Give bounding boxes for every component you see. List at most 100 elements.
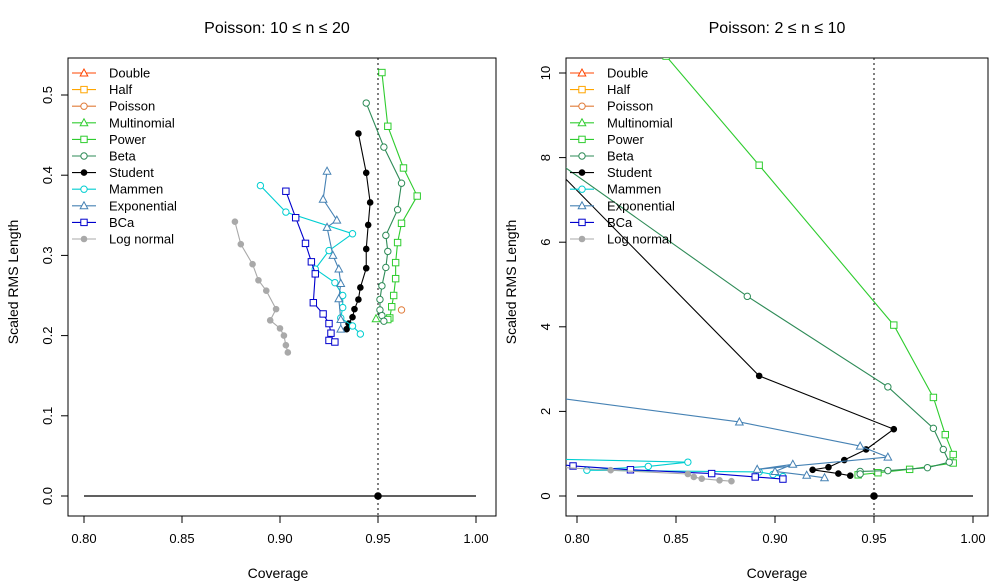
left-legend-label-beta: Beta [109, 149, 137, 164]
right-panel: Poisson: 2 ≤ n ≤ 10 Coverage Scaled RMS … [503, 20, 989, 581]
right-legend-marker-log-normal [578, 235, 586, 243]
right-legend-label-beta: Beta [607, 149, 635, 164]
left-x-tick-label: 0.90 [267, 531, 292, 546]
right-point-student [890, 425, 898, 433]
right-legend-marker-half [578, 85, 586, 94]
left-point-power [389, 291, 398, 300]
left-legend-marker-log-normal [80, 235, 88, 243]
right-legend-marker-exponential [577, 200, 587, 210]
right-point-student [825, 463, 832, 471]
right-point-beta [939, 445, 947, 454]
right-x-tick-label: 0.95 [861, 531, 886, 546]
right-y-tick-label: 4 [538, 323, 553, 330]
left-point-bca [301, 239, 310, 248]
left-legend-marker-exponential [79, 200, 89, 210]
left-plot-frame [67, 57, 497, 517]
left-point-student [362, 264, 370, 272]
left-point-exponential [334, 263, 344, 273]
left-point-exponential [322, 222, 332, 231]
left-legend-label-multinomial: Multinomial [109, 115, 175, 130]
left-point-student [355, 130, 362, 137]
left-point-exponential [334, 293, 344, 303]
right-x-tick-label: 0.80 [564, 531, 589, 546]
left-point-log-normal [231, 218, 239, 226]
left-legend-label-half: Half [109, 82, 133, 97]
left-legend-marker-bca [80, 218, 88, 227]
right-point-log-normal [698, 475, 706, 482]
right-point-beta [884, 383, 892, 391]
left-point-beta [378, 282, 386, 290]
right-point-student [554, 167, 560, 173]
left-point-power [397, 219, 406, 228]
left-legend-marker-poisson [80, 102, 88, 110]
right-series-line-power [667, 58, 954, 476]
left-point-mammen [339, 303, 347, 312]
right-point-log-normal [716, 477, 723, 484]
left-point-beta [382, 263, 390, 272]
left-point-student [362, 245, 370, 253]
right-plot-area [553, 58, 973, 516]
right-point-power [941, 430, 949, 439]
left-legend-marker-double [79, 67, 89, 77]
left-point-bca [325, 319, 333, 328]
right-point-student [846, 472, 854, 479]
left-point-student [362, 169, 370, 177]
left-point-exponential [336, 278, 346, 287]
left-legend-marker-beta [80, 152, 88, 160]
left-point-student [343, 325, 350, 333]
right-legend-label-half: Half [607, 82, 631, 97]
left-point-mammen [348, 322, 357, 330]
left-point-log-normal [282, 341, 290, 349]
left-chart-title: Poisson: 10 ≤ n ≤ 20 [204, 20, 350, 37]
right-y-axis-label: Scaled RMS Length [503, 220, 519, 345]
left-point-beta [397, 179, 406, 187]
left-point-bca [311, 270, 319, 278]
left-x-tick-label: 0.85 [169, 531, 194, 546]
left-point-log-normal [280, 332, 288, 339]
left-legend-marker-mammen [80, 185, 88, 193]
right-legend-label-double: Double [607, 66, 648, 81]
right-point-student [809, 466, 816, 474]
left-point-power [391, 258, 400, 267]
right-legend-label-power: Power [607, 132, 645, 147]
right-legend-label-exponential: Exponential [607, 198, 675, 213]
right-point-exponential [553, 394, 561, 401]
left-point-power [388, 303, 396, 311]
left-panel: Poisson: 10 ≤ n ≤ 20 Coverage Scaled RMS… [5, 20, 497, 581]
right-point-power [929, 393, 938, 402]
left-point-log-normal [262, 287, 270, 294]
right-legend-marker-multinomial [577, 117, 587, 127]
right-point-beta [929, 424, 938, 433]
right-point-exponential [788, 459, 798, 468]
left-point-mammen [348, 230, 357, 238]
left-target-point [374, 492, 382, 500]
left-point-bca [319, 310, 327, 318]
left-plot-area [84, 58, 476, 516]
right-point-power [662, 58, 670, 60]
right-point-exponential [752, 464, 762, 473]
right-y-tick-label: 10 [538, 66, 553, 80]
left-point-log-normal [249, 260, 256, 268]
right-target-point [870, 492, 878, 500]
right-legend-marker-power [578, 135, 586, 144]
right-point-beta [923, 463, 932, 472]
left-point-power [378, 68, 386, 77]
left-point-bca [309, 299, 318, 307]
right-point-power [890, 321, 898, 329]
left-x-tick-label: 0.80 [71, 531, 96, 546]
left-legend-marker-multinomial [79, 117, 89, 127]
left-point-multinomial [371, 313, 381, 323]
right-point-bca [626, 466, 635, 474]
right-series-line-exponential [566, 398, 889, 479]
left-point-mammen [282, 208, 290, 216]
left-point-beta [380, 143, 388, 151]
right-point-log-normal [554, 464, 560, 470]
right-y-tick-label: 6 [538, 239, 553, 246]
left-legend-label-bca: BCa [109, 215, 135, 230]
right-point-log-normal [690, 473, 698, 481]
right-legend-marker-poisson [578, 102, 586, 110]
left-point-mammen [331, 278, 339, 287]
left-x-tick-label: 0.95 [365, 531, 390, 546]
